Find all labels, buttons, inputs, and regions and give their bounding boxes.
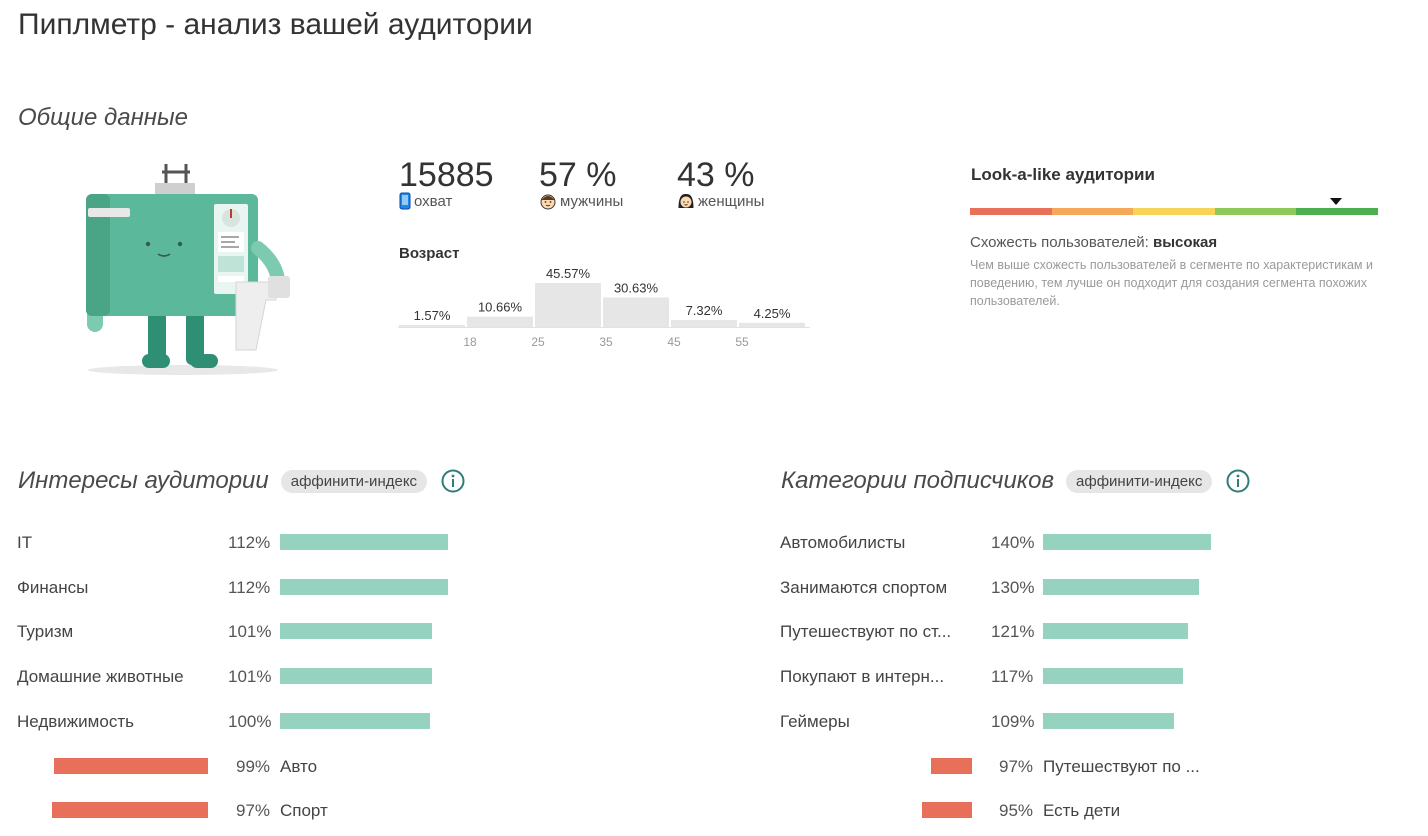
lookalike-title: Look-a-like аудитории <box>971 165 1155 184</box>
interests-affinity-badge[interactable]: аффинити-индекс <box>280 469 428 493</box>
affinity-row-percent: 109% <box>991 711 1035 731</box>
age-tick-label: 18 <box>463 335 477 349</box>
affinity-row-label: Есть дети <box>1043 801 1121 821</box>
affinity-row-percent: 130% <box>991 577 1035 597</box>
affinity-row-label: IT <box>17 533 33 552</box>
age-bar-label: 10.66% <box>478 300 523 315</box>
similarity-description: Чем выше схожесть пользователей в сегмен… <box>970 258 1373 308</box>
affinity-row-label: Домашние животные <box>17 667 184 687</box>
affinity-row-percent: 95% <box>999 801 1034 821</box>
affinity-row-percent: 101% <box>228 622 272 642</box>
interests-header: Интересы аудитории аффинити-индекс <box>18 467 465 495</box>
similarity-label: Схожесть пользователей: <box>970 234 1149 251</box>
lookalike-scale-segment <box>1214 208 1297 215</box>
categories-affinity-badge[interactable]: аффинити-индекс <box>1066 469 1213 493</box>
affinity-negative-bar <box>54 757 208 774</box>
affinity-row-label: Покупают в интерн... <box>780 667 945 687</box>
age-bar-label: 7.32% <box>686 303 723 318</box>
lookalike-scale-segment <box>970 208 1052 215</box>
interests-title: Интересы аудитории <box>18 467 269 494</box>
age-bar <box>467 316 533 327</box>
man-face-icon <box>540 194 556 210</box>
affinity-row-label: Путешествуют по ... <box>1043 756 1200 776</box>
similarity-value: высокая <box>1153 234 1218 251</box>
age-bar <box>399 325 465 327</box>
affinity-positive-bar <box>1043 712 1174 729</box>
age-tick-label: 55 <box>735 335 749 349</box>
age-tick-label: 25 <box>531 335 545 349</box>
reach-label: охват <box>414 192 453 210</box>
lookalike-scale-segment <box>1051 208 1134 215</box>
women-label: женщины <box>698 192 765 210</box>
age-histogram: 1.57% 10.66% 45.57% 30.63% 7.32% 4.25% 18 25 35 4… <box>398 266 810 349</box>
age-tick-label: 35 <box>599 335 613 349</box>
similarity-text: Схожесть пользователей: высокая <box>970 234 1217 251</box>
affinity-row-percent: 99% <box>236 756 271 776</box>
women-value: 43 % <box>677 156 755 194</box>
affinity-row-label: Туризм <box>17 622 74 642</box>
men-label: мужчины <box>560 192 624 210</box>
age-bar <box>535 283 601 327</box>
categories-title: Категории подписчиков <box>781 467 1055 494</box>
robot-mascot-illustration <box>86 164 290 375</box>
affinity-row-percent: 100% <box>228 711 272 731</box>
affinity-row-percent: 101% <box>228 667 272 687</box>
reach-value: 15885 <box>399 156 494 194</box>
lookalike-scale-segment <box>1296 208 1378 215</box>
affinity-row-label: Автомобилисты <box>780 533 906 552</box>
men-stat: 57 % мужчины <box>539 158 623 210</box>
age-bar-label: 30.63% <box>614 280 659 295</box>
categories-header: Категории подписчиков аффинити-индекс <box>781 467 1250 495</box>
affinity-row-percent: 112% <box>228 533 271 552</box>
affinity-row-label: Финансы <box>17 577 89 597</box>
age-title: Возраст <box>399 245 460 262</box>
page-title: Пиплметр - анализ вашей аудитории <box>18 8 533 41</box>
affinity-row-percent: 117% <box>991 667 1034 687</box>
affinity-row-label: Геймеры <box>780 711 850 731</box>
overview-title: Общие данные <box>18 104 188 131</box>
age-bar <box>603 297 669 327</box>
lookalike-scale-segment <box>1133 208 1215 215</box>
men-value: 57 % <box>539 156 617 194</box>
age-bar <box>739 322 805 327</box>
affinity-positive-bar <box>280 712 430 729</box>
age-bar-label: 1.57% <box>414 308 451 323</box>
lookalike-marker <box>1330 198 1342 205</box>
affinity-positive-bar <box>280 534 448 550</box>
woman-face-icon <box>678 193 694 208</box>
affinity-row-label: Занимаются спортом <box>780 577 948 597</box>
affinity-row-label: Путешествуют по ст... <box>780 622 952 642</box>
affinity-row-percent: 121% <box>991 622 1035 642</box>
affinity-positive-bar <box>1043 668 1184 685</box>
reach-stat: 15885 охват <box>399 158 494 210</box>
age-bar <box>671 319 737 327</box>
affinity-positive-bar <box>280 668 432 685</box>
affinity-positive-bar <box>1043 534 1211 550</box>
affinity-row-label: Спорт <box>280 801 328 821</box>
interests-info-icon[interactable] <box>441 469 465 493</box>
affinity-positive-bar <box>1043 623 1189 640</box>
age-bar-label: 45.57% <box>546 266 591 281</box>
affinity-negative-bar <box>921 802 972 819</box>
age-bar-label: 4.25% <box>754 306 791 321</box>
affinity-row-percent: 112% <box>228 577 271 597</box>
women-stat: 43 % женщины <box>677 158 764 210</box>
affinity-negative-bar <box>52 802 208 819</box>
affinity-positive-bar <box>280 578 448 595</box>
affinity-negative-bar <box>930 757 972 774</box>
affinity-positive-bar <box>280 623 432 640</box>
phone-icon <box>399 192 411 210</box>
affinity-row-label: Авто <box>280 756 318 776</box>
affinity-positive-bar <box>1043 578 1199 595</box>
lookalike-scale <box>970 208 1378 215</box>
affinity-row-percent: 97% <box>999 756 1034 776</box>
age-tick-label: 45 <box>667 335 681 349</box>
affinity-row-percent: 140% <box>991 533 1035 552</box>
affinity-row-label: Недвижимость <box>17 711 134 731</box>
affinity-row-percent: 97% <box>236 801 271 821</box>
categories-info-icon[interactable] <box>1226 469 1250 493</box>
